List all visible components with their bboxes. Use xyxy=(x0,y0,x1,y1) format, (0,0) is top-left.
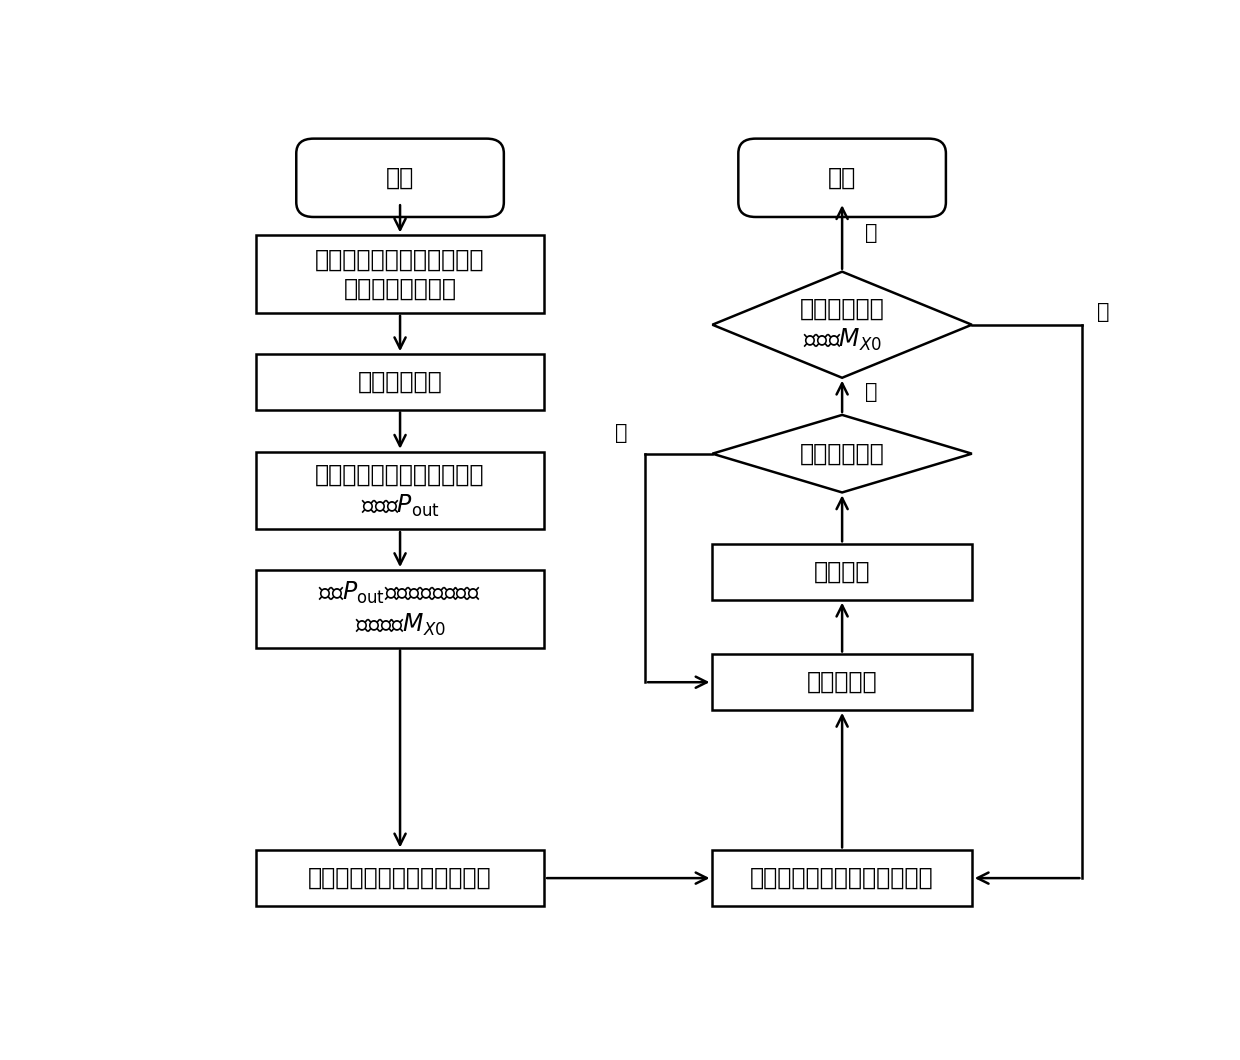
Bar xyxy=(255,354,544,409)
Polygon shape xyxy=(712,414,972,493)
Text: 调节匝数: 调节匝数 xyxy=(813,560,870,584)
Bar xyxy=(712,544,972,600)
Text: 否: 否 xyxy=(615,423,627,443)
Text: 确定双发射双拾取线圈的线径: 确定双发射双拾取线圈的线径 xyxy=(309,866,492,890)
Text: 设计电路结构: 设计电路结构 xyxy=(357,370,443,394)
Bar xyxy=(255,452,544,529)
FancyBboxPatch shape xyxy=(738,139,946,217)
FancyBboxPatch shape xyxy=(296,139,503,217)
Text: 开始: 开始 xyxy=(386,165,414,190)
Text: 匝数是否可调: 匝数是否可调 xyxy=(800,442,884,465)
Bar xyxy=(255,570,544,648)
Text: 否: 否 xyxy=(1096,302,1110,322)
Bar xyxy=(255,235,544,313)
Bar xyxy=(712,654,972,710)
Text: 配置磁芯层: 配置磁芯层 xyxy=(807,670,878,694)
Bar xyxy=(712,850,972,906)
Text: 是: 是 xyxy=(864,383,877,402)
Text: 根据$P_\mathrm{out}$表达式确定线圈间
期望互感$M_{X0}$: 根据$P_\mathrm{out}$表达式确定线圈间 期望互感$M_{X0}$ xyxy=(319,580,481,638)
Text: 根据电路拓扑求解输出功率
表达式$P_\mathrm{out}$: 根据电路拓扑求解输出功率 表达式$P_\mathrm{out}$ xyxy=(315,462,485,518)
Polygon shape xyxy=(712,271,972,377)
Bar xyxy=(255,850,544,906)
Text: 是: 是 xyxy=(864,223,877,243)
Text: 配置双发射双拾取线圈的外径: 配置双发射双拾取线圈的外径 xyxy=(750,866,934,890)
Text: 确定系统输出功率等级、气
隙高度及线圈尺寸: 确定系统输出功率等级、气 隙高度及线圈尺寸 xyxy=(315,247,485,301)
Text: 结束: 结束 xyxy=(828,165,857,190)
Text: 互感是否达到
期望值$M_{X0}$: 互感是否达到 期望值$M_{X0}$ xyxy=(800,297,884,353)
